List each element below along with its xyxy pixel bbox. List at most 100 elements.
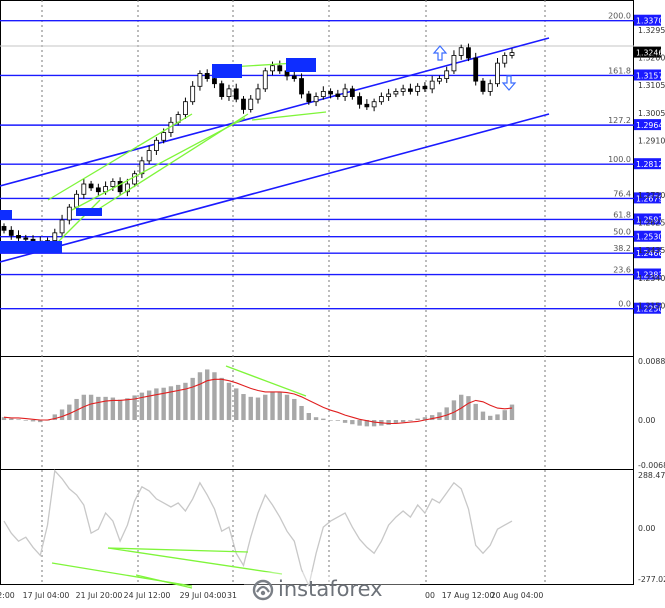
histogram-bar — [212, 372, 217, 421]
candle-body — [299, 78, 304, 95]
candle-body — [197, 73, 203, 87]
candle-body — [291, 75, 297, 79]
histogram-bar — [161, 387, 166, 421]
candle-body — [502, 55, 508, 64]
green-trend-line — [71, 117, 246, 211]
histogram-bar — [183, 382, 188, 421]
histogram-bar — [393, 420, 399, 424]
histogram-bar — [263, 394, 268, 421]
price-level-tag — [634, 69, 661, 81]
candle-body — [393, 91, 399, 95]
candle-body — [487, 83, 493, 92]
cci-divergence-line — [107, 547, 283, 575]
histogram-bar — [321, 418, 326, 421]
histogram-bar — [146, 390, 152, 421]
histogram-bar — [277, 391, 282, 421]
histogram-bar — [219, 377, 224, 421]
price-zone-marker — [76, 208, 102, 216]
histogram-bar — [444, 407, 449, 421]
price-level-tag — [634, 247, 661, 259]
cci-line — [3, 469, 513, 588]
green-trend-line — [96, 113, 249, 211]
candle-body — [407, 88, 413, 92]
price-axis-tick: 1.2150 — [638, 301, 665, 310]
histogram-bar — [480, 411, 486, 421]
candle-body — [255, 88, 261, 100]
price-level-value: 1.2530 — [636, 233, 663, 242]
candle-body — [88, 183, 94, 189]
cci-axis-tick: 0.00 — [638, 524, 655, 533]
current-price-value: 1.3246 — [636, 49, 663, 58]
price-level-tag — [634, 192, 661, 204]
histogram-bar — [52, 414, 57, 421]
candle-body — [219, 83, 225, 97]
candle-body — [248, 98, 254, 110]
histogram-bar — [168, 386, 174, 421]
candle-body — [364, 103, 370, 108]
time-axis-tick: 17 Aug 12:00 — [442, 591, 495, 600]
candle-body — [480, 80, 486, 92]
histogram-bar — [371, 420, 377, 427]
histogram-bar — [488, 415, 493, 421]
time-axis-tick: 29 Jul 04:00 — [180, 591, 227, 600]
histogram-bar — [342, 420, 348, 423]
histogram-bar — [175, 384, 181, 421]
histogram-bar — [226, 382, 232, 421]
price-axis-tick: 1.3105 — [638, 81, 665, 90]
candle-body — [241, 98, 246, 110]
candle-body — [451, 55, 457, 72]
candle-body — [270, 65, 275, 72]
histogram-bar — [1, 417, 7, 421]
candle-body — [8, 229, 14, 236]
candle-body — [183, 101, 188, 115]
histogram-bar — [110, 397, 116, 421]
candle-body — [226, 88, 232, 97]
histogram-bar — [509, 404, 515, 421]
histogram-bar — [335, 420, 341, 421]
price-level-tag — [634, 213, 661, 225]
price-level-value: 1.2383 — [636, 271, 663, 280]
price-axis-tick: 1.2340 — [638, 274, 665, 283]
histogram-bar — [408, 420, 413, 421]
divergence-line — [225, 365, 307, 397]
candle-body — [429, 80, 435, 90]
histogram-bar — [81, 394, 87, 421]
price-zone-marker — [212, 64, 242, 78]
price-axis-tick: 1.3200 — [638, 54, 665, 63]
price-zone-marker — [0, 210, 12, 220]
candle-body — [422, 85, 428, 90]
candle-body — [66, 206, 72, 221]
candle-body — [74, 193, 79, 208]
candle-body — [59, 219, 65, 234]
histogram-bar — [59, 409, 65, 421]
price-level-value: 1.2679 — [636, 194, 663, 203]
cci-axis-tick: -277.023 — [638, 575, 665, 584]
histogram-bar — [284, 394, 290, 421]
histogram-bar — [429, 415, 435, 421]
price-axis-tick: 1.2435 — [638, 246, 665, 255]
chart-frame — [0, 0, 634, 585]
candle-body — [124, 183, 130, 193]
price-level-tag — [634, 119, 661, 131]
candle-body — [437, 78, 442, 82]
candle-body — [357, 96, 363, 105]
fib-level-percent: 161.8 — [608, 66, 631, 75]
candle-body — [1, 226, 7, 231]
candle-body — [495, 62, 500, 85]
histogram-bar — [437, 412, 442, 421]
histogram-bar — [473, 403, 478, 421]
candle-body — [204, 73, 210, 79]
candle-body — [386, 93, 392, 97]
fib-level-percent: 200.0 — [608, 12, 631, 21]
watermark-text: instaforex — [278, 577, 383, 601]
green-trend-line — [47, 113, 193, 201]
fib-level-percent: 38.2 — [613, 244, 631, 253]
channel-upper-line — [0, 37, 550, 187]
fib-level-percent: 100.0 — [608, 155, 631, 164]
histogram-bar — [190, 377, 195, 421]
candle-body — [16, 235, 21, 239]
price-level-value: 1.2466 — [636, 249, 663, 258]
histogram-bar — [74, 398, 79, 421]
